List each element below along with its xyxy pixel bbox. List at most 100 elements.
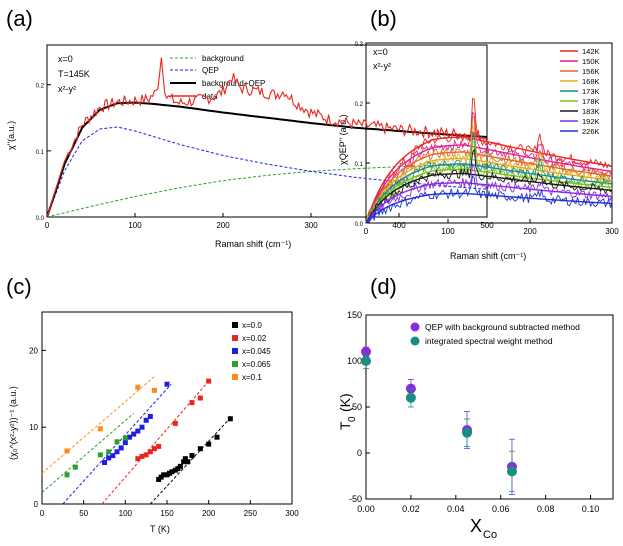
xtick-label-d: 0.10 (582, 504, 600, 514)
series-fit-b-226K (365, 192, 613, 224)
data-point-c-2 (164, 381, 170, 387)
ytick-label-c: 0 (34, 500, 39, 509)
data-point-d-0 (361, 346, 371, 357)
annotation-b-sym: x²-y² (373, 61, 391, 71)
ytick-label-d: -50 (349, 494, 362, 504)
data-point-c-1 (152, 446, 157, 452)
ytick-label-d: 50 (352, 402, 362, 412)
data-point-c-3 (114, 439, 120, 445)
series-fit-b-178K (365, 168, 613, 224)
ytick-label-b: 0.1 (355, 162, 364, 168)
series-fit-b-168K (365, 157, 613, 224)
data-point-c-2 (122, 440, 128, 446)
xtick-label-c: 150 (160, 509, 174, 518)
xtick-label-d: 0.02 (402, 504, 420, 514)
data-point-c-1 (156, 443, 162, 449)
data-point-c-0 (189, 453, 195, 459)
data-point-c-1 (172, 420, 178, 426)
legend-c-swatch-3 (232, 361, 238, 367)
legend-d-label-0: QEP with background subtracted method (425, 322, 580, 332)
legend-a-sum: background+QEP (202, 79, 265, 88)
series-line-a-data (46, 57, 488, 218)
ytick-label-d: 0 (357, 448, 362, 458)
data-point-c-3 (122, 435, 128, 441)
data-point-c-1 (147, 449, 153, 455)
legend-c-label-4: x=0.1 (242, 373, 262, 382)
legend-c-swatch-0 (232, 322, 238, 328)
xtick-label-a: 100 (128, 221, 142, 230)
legend-c-label-3: x=0.065 (242, 360, 271, 369)
legend-c-label-2: x=0.045 (242, 347, 271, 356)
legend-c-swatch-4 (232, 374, 238, 380)
annotation-a-x: x=0 (58, 54, 73, 64)
xtick-label-a: 0 (45, 221, 50, 230)
data-point-c-2 (114, 449, 120, 455)
data-point-c-0 (214, 434, 220, 440)
ytick-label-a: 0.2 (36, 84, 45, 90)
legend-d-swatch-1 (410, 336, 420, 346)
series-fit-b-156K (365, 151, 613, 224)
xtick-label-c: 50 (79, 509, 88, 518)
xtick-label-d: 0.00 (357, 504, 375, 514)
ytick-label-d: 150 (347, 310, 362, 320)
data-point-c-2 (110, 453, 116, 459)
data-point-c-1 (206, 378, 212, 384)
data-point-c-2 (102, 460, 107, 466)
data-point-c-1 (135, 456, 141, 462)
legend-d-swatch-0 (410, 322, 420, 332)
panel-label-b: (b) (370, 6, 397, 31)
legend-c-label-0: x=0.0 (242, 321, 262, 330)
data-point-c-1 (143, 452, 149, 458)
ytick-label-c: 20 (29, 346, 38, 355)
xtick-label-c: 250 (244, 509, 258, 518)
data-point-c-4 (64, 448, 70, 454)
panel-label-d: (d) (370, 274, 397, 299)
panel-label-c: (c) (6, 274, 32, 299)
data-point-c-4 (152, 387, 157, 393)
data-point-c-0 (227, 416, 233, 422)
data-point-c-0 (161, 472, 167, 478)
data-point-c-1 (197, 395, 203, 401)
xtick-label-d: 0.08 (537, 504, 555, 514)
legend-b-label-168K: 168K (582, 77, 600, 86)
legend-c-label-1: x=0.02 (242, 334, 267, 343)
data-point-c-3 (97, 452, 103, 458)
legend-b-label-142K: 142K (582, 47, 600, 56)
xtick-label-b: 200 (523, 227, 537, 236)
data-point-c-2 (131, 431, 137, 437)
xtick-label-a: 500 (480, 221, 494, 230)
legend-b-label-192K: 192K (582, 117, 600, 126)
xtick-label-b: 100 (441, 227, 455, 236)
xtick-label-d: 0.06 (492, 504, 510, 514)
legend-b-label-156K: 156K (582, 67, 600, 76)
xtick-label-c: 100 (119, 509, 133, 518)
series-data-b-192K (365, 162, 613, 224)
legend-c-swatch-1 (232, 335, 238, 341)
legend-a-data: data (202, 92, 218, 101)
legend-a-qep: QEP (202, 66, 219, 75)
legend-b-label-173K: 173K (582, 87, 600, 96)
data-point-c-1 (139, 453, 145, 459)
panel-label-a: (a) (6, 6, 33, 31)
xlabel-b: Raman shift (cm⁻¹) (450, 251, 526, 261)
series-fit-b-142K (365, 136, 613, 224)
data-point-c-2 (147, 413, 153, 419)
ylabel-d-sub: 0 (347, 416, 358, 422)
xlabel-a: Raman shift (cm⁻¹) (215, 239, 291, 249)
xtick-label-c: 300 (285, 509, 299, 518)
legend-b-label-150K: 150K (582, 57, 600, 66)
legend-a: background QEP background+QEP data (170, 54, 265, 101)
data-point-c-4 (97, 426, 103, 432)
xlabel-c: T (K) (150, 524, 170, 534)
xlabel-d: X Co (470, 516, 497, 541)
series-fit-b-150K (365, 144, 613, 224)
data-point-c-3 (72, 464, 78, 470)
ylabel-c: (χ₀^(x²-y²))⁻¹ (a.u.) (8, 386, 18, 460)
ytick-label-b: 0.3 (355, 42, 364, 48)
series-fit-b-173K (365, 163, 613, 224)
data-point-c-3 (64, 472, 70, 478)
ylabel-d-main: T (337, 421, 353, 430)
data-point-c-0 (177, 463, 183, 469)
series-fit-b-183K (365, 172, 613, 224)
